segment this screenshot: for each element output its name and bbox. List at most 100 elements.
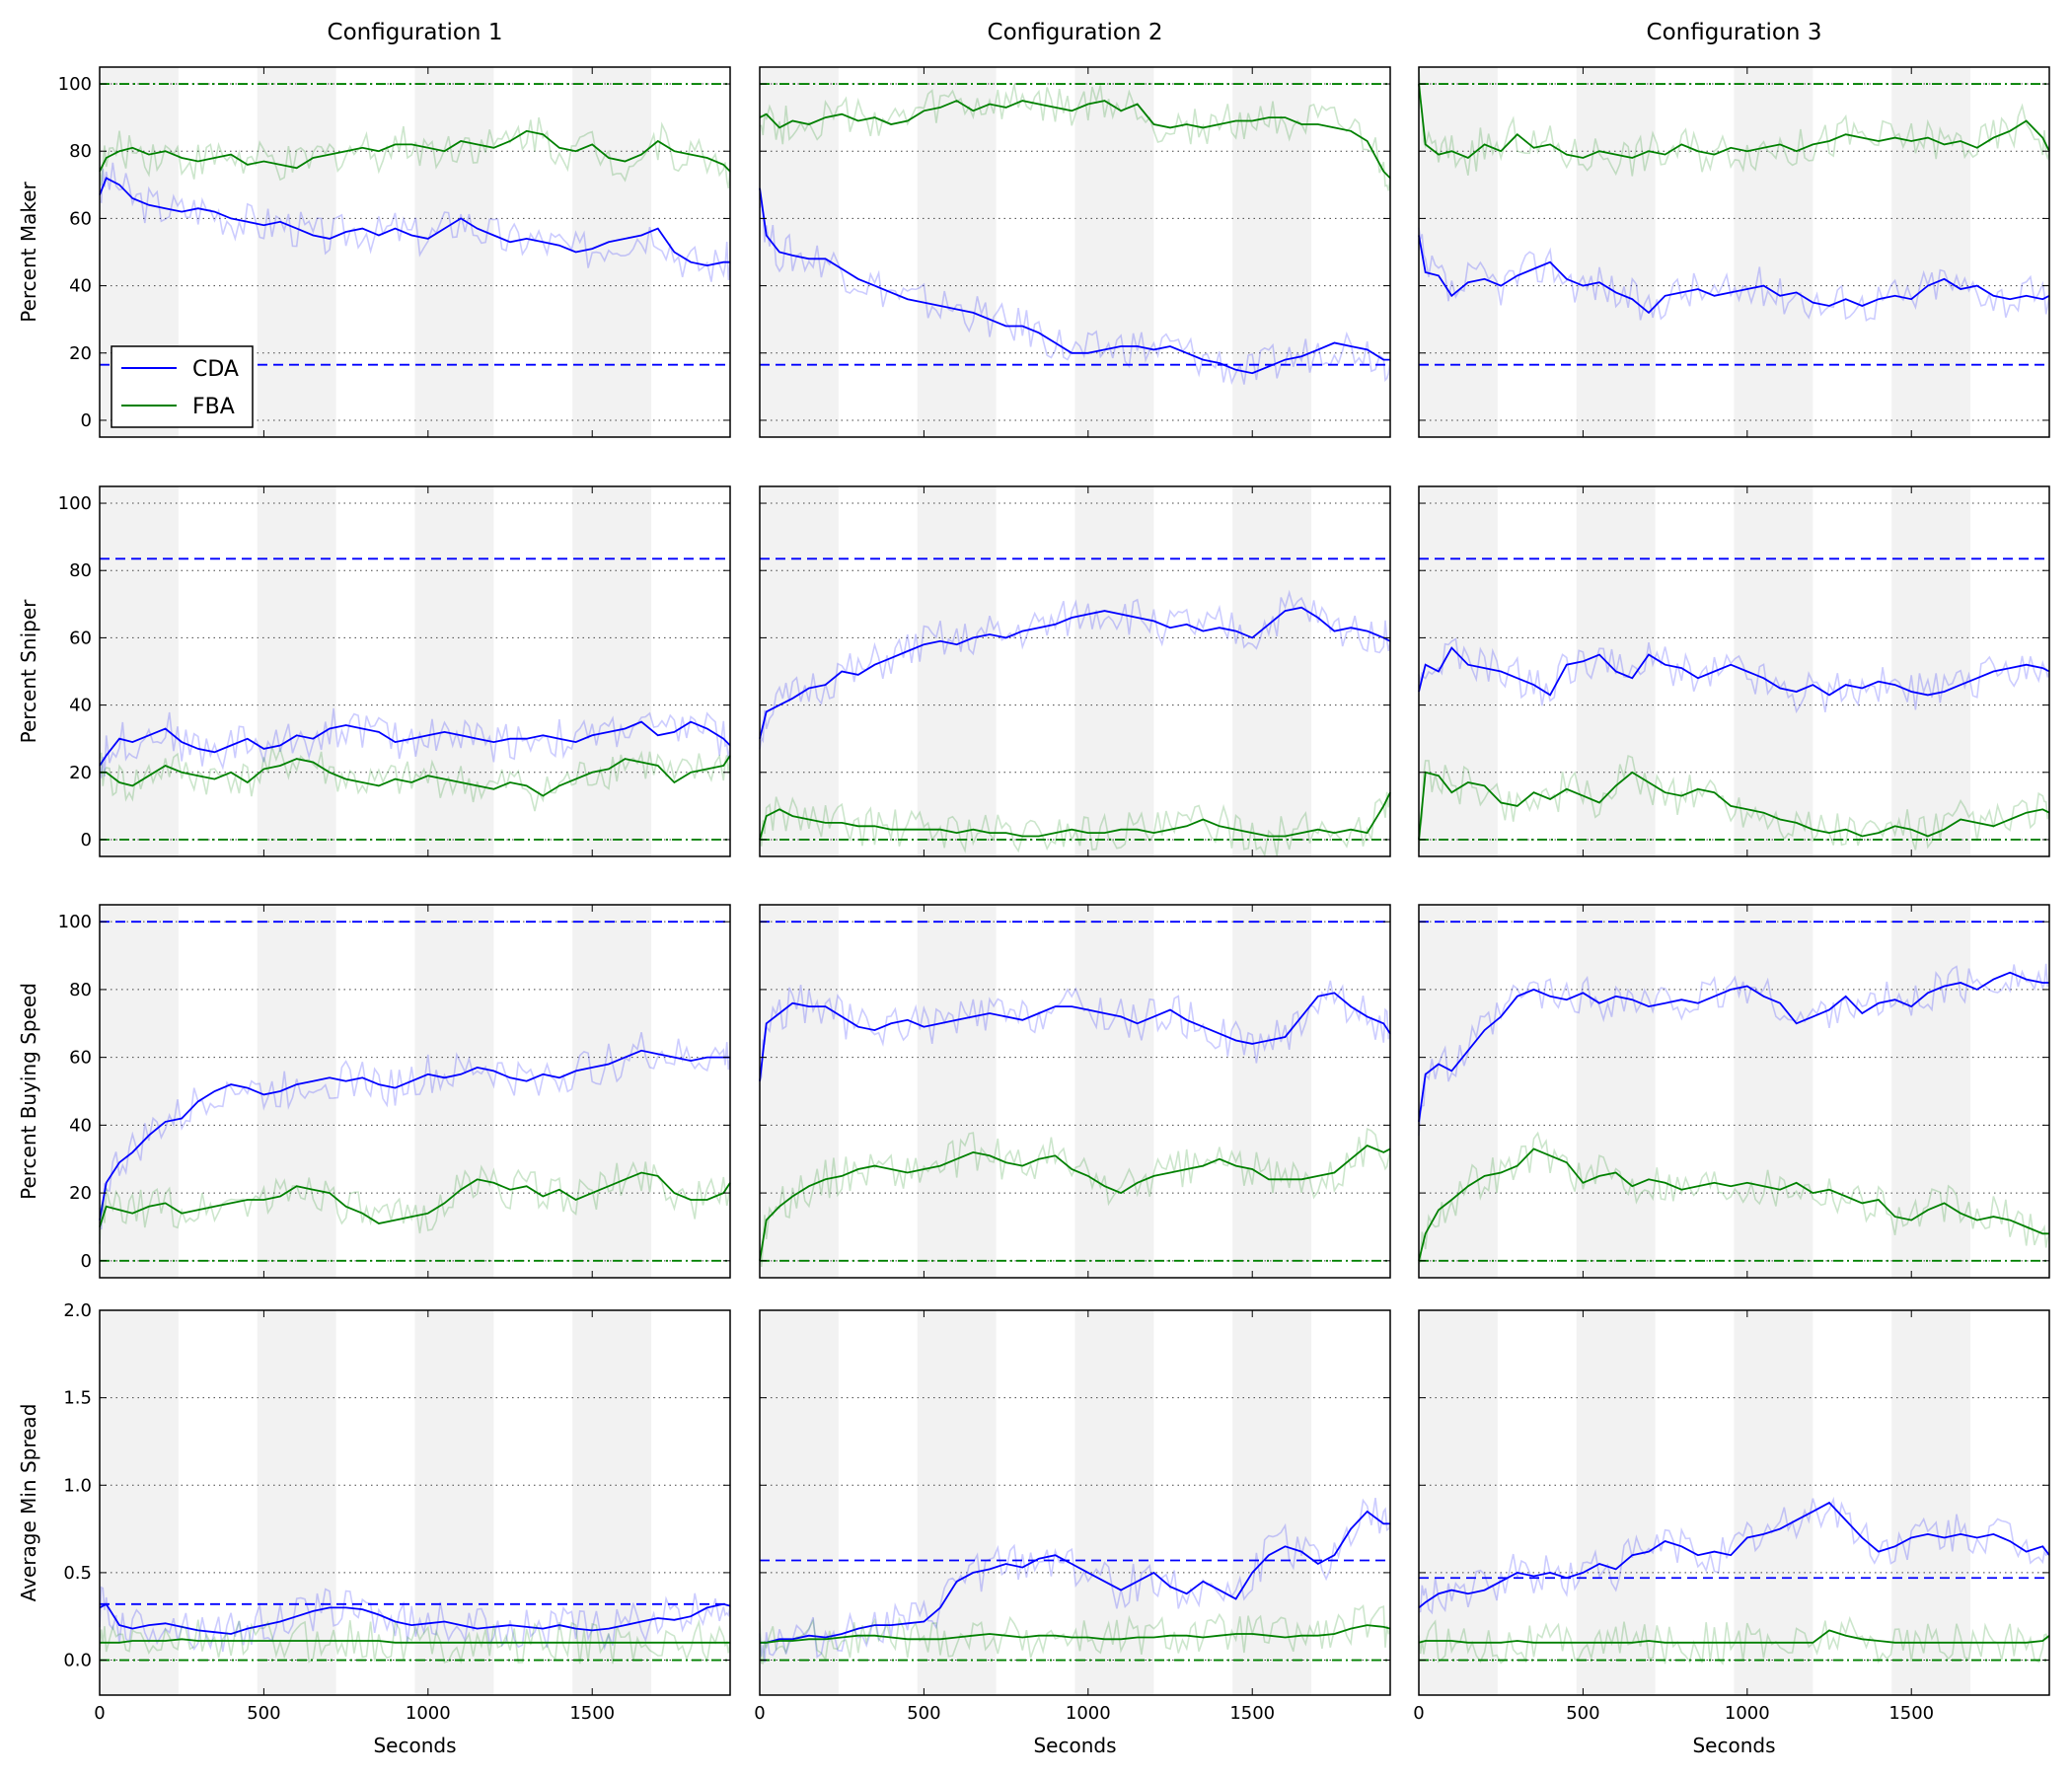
panel: 0 500 1000 1500 bbox=[754, 1309, 1391, 1724]
fba-raw-line bbox=[1418, 66, 2050, 177]
y-tick-label: 100 bbox=[58, 493, 92, 514]
panel-frame bbox=[759, 66, 1391, 438]
shaded-interval bbox=[1232, 905, 1312, 1278]
cda-raw-line bbox=[1418, 1496, 2050, 1615]
fba-raw-line bbox=[1418, 1131, 2050, 1264]
y-tick-label: 0.5 bbox=[63, 1563, 92, 1584]
fba-series-line bbox=[759, 791, 1391, 841]
fba-series-line bbox=[99, 1171, 731, 1227]
fba-series-line bbox=[100, 755, 731, 797]
shaded-interval bbox=[1074, 1310, 1154, 1695]
shaded-interval bbox=[257, 67, 336, 437]
y-tick-label: 20 bbox=[69, 1183, 92, 1204]
x-tick-label: 500 bbox=[907, 1703, 940, 1724]
shaded-interval bbox=[100, 1310, 179, 1695]
y-tick-label: 100 bbox=[58, 74, 92, 95]
panel-frame bbox=[1418, 1309, 2050, 1696]
shaded-interval bbox=[100, 905, 179, 1278]
shaded-interval bbox=[100, 486, 179, 856]
x-axis-label: Seconds bbox=[373, 1734, 456, 1757]
x-tick-label: 1000 bbox=[406, 1703, 451, 1724]
cda-raw-line bbox=[1418, 637, 2050, 714]
panel-frame bbox=[759, 485, 1391, 857]
shaded-interval bbox=[1891, 905, 1971, 1278]
legend: CDA FBA bbox=[111, 345, 254, 428]
x-tick-label: 1500 bbox=[569, 1703, 615, 1724]
panel: 0.0 0.5 1.0 1.5 2.0 0 500 1000 1500 bbox=[63, 1300, 731, 1724]
shaded-interval bbox=[1074, 67, 1154, 437]
shaded-interval bbox=[257, 486, 336, 856]
shaded-interval bbox=[1232, 1310, 1312, 1695]
y-tick-label: 20 bbox=[69, 343, 92, 364]
cda-raw-line bbox=[759, 202, 1391, 386]
x-tick-label: 1000 bbox=[1066, 1703, 1111, 1724]
column-title: Configuration 3 bbox=[1647, 20, 1822, 45]
x-tick-label: 1000 bbox=[1725, 1703, 1770, 1724]
shaded-interval bbox=[1576, 67, 1656, 437]
shaded-interval bbox=[917, 905, 997, 1278]
panel-frame bbox=[1418, 66, 2050, 438]
y-axis-label: Percent Buying Speed bbox=[17, 983, 40, 1200]
cda-series-line bbox=[759, 606, 1391, 739]
x-axis-label: Seconds bbox=[1033, 1734, 1116, 1757]
fba-series-line bbox=[760, 1624, 1391, 1644]
cda-raw-line bbox=[1418, 227, 2050, 322]
y-tick-label: 1.0 bbox=[63, 1475, 92, 1496]
shaded-interval bbox=[760, 67, 839, 437]
fba-series-line bbox=[1418, 83, 2050, 160]
shaded-interval bbox=[1576, 905, 1656, 1278]
y-tick-label: 0 bbox=[81, 830, 92, 851]
fba-raw-line bbox=[759, 791, 1391, 857]
y-tick-label: 40 bbox=[69, 1115, 92, 1136]
x-tick-label: 1500 bbox=[1888, 1703, 1934, 1724]
panel-frame bbox=[99, 904, 731, 1279]
shaded-interval bbox=[414, 67, 494, 437]
panel bbox=[759, 66, 1391, 438]
cda-series-line bbox=[99, 720, 731, 767]
shaded-interval bbox=[572, 905, 652, 1278]
fba-raw-line bbox=[99, 116, 731, 189]
y-axis-label: Percent Sniper bbox=[17, 599, 40, 744]
panel bbox=[1418, 66, 2050, 438]
shaded-interval bbox=[1419, 1310, 1498, 1695]
panel-frame bbox=[99, 1309, 731, 1696]
shaded-interval bbox=[414, 486, 494, 856]
cda-series-line bbox=[760, 1510, 1390, 1644]
shaded-interval bbox=[917, 67, 997, 437]
y-axis-label: Percent Maker bbox=[17, 181, 40, 322]
shaded-interval bbox=[1232, 486, 1312, 856]
cda-raw-line bbox=[99, 162, 731, 282]
shaded-interval bbox=[760, 905, 839, 1278]
shaded-interval bbox=[414, 905, 494, 1278]
cda-series-line bbox=[1418, 235, 2050, 315]
y-tick-label: 40 bbox=[69, 696, 92, 716]
fba-raw-line bbox=[99, 1160, 731, 1244]
shaded-interval bbox=[1891, 1310, 1971, 1695]
fba-series-line bbox=[99, 129, 731, 173]
shaded-interval bbox=[917, 486, 997, 856]
column-title: Configuration 2 bbox=[988, 20, 1163, 45]
cda-series-line bbox=[99, 1049, 730, 1221]
shaded-interval bbox=[257, 905, 336, 1278]
y-tick-label: 20 bbox=[69, 763, 92, 783]
y-tick-label: 80 bbox=[69, 560, 92, 581]
y-tick-label: 2.0 bbox=[63, 1300, 92, 1321]
shaded-interval bbox=[1734, 905, 1813, 1278]
shaded-interval bbox=[1232, 67, 1312, 437]
panel-frame bbox=[1418, 904, 2050, 1279]
cda-series-line bbox=[759, 187, 1390, 375]
cda-raw-line bbox=[759, 1497, 1391, 1663]
shaded-interval bbox=[1419, 67, 1498, 437]
cda-raw-line bbox=[759, 980, 1391, 1082]
x-tick-label: 500 bbox=[247, 1703, 280, 1724]
y-tick-label: 0 bbox=[81, 1251, 92, 1272]
fba-series-line bbox=[1418, 771, 2050, 841]
panel: 0 20 40 60 80 100 bbox=[58, 485, 731, 857]
shaded-interval bbox=[1419, 486, 1498, 856]
cda-series-line bbox=[99, 177, 730, 267]
shaded-interval bbox=[1419, 905, 1498, 1278]
x-tick-label: 500 bbox=[1566, 1703, 1599, 1724]
shaded-interval bbox=[414, 1310, 494, 1695]
x-axis-label: Seconds bbox=[1692, 1734, 1775, 1757]
